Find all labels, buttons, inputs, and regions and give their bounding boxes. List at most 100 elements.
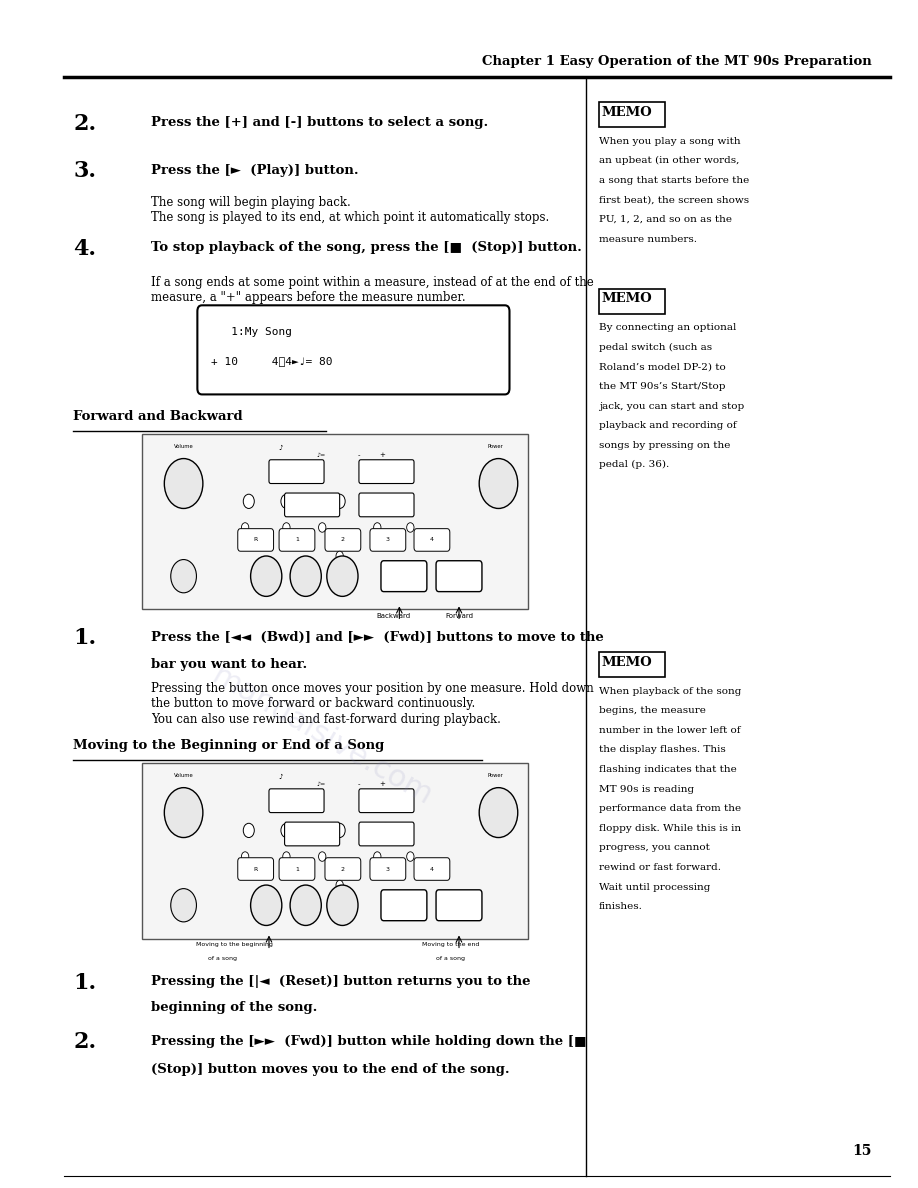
Text: Volume: Volume [174, 444, 194, 449]
Text: 3: 3 [386, 537, 390, 543]
FancyBboxPatch shape [414, 529, 450, 551]
Circle shape [251, 885, 282, 925]
Text: Volume: Volume [174, 773, 194, 778]
Text: By connecting an optional: By connecting an optional [599, 323, 736, 333]
Circle shape [290, 885, 321, 925]
Circle shape [319, 523, 326, 532]
FancyBboxPatch shape [599, 289, 665, 314]
Circle shape [243, 823, 254, 838]
Text: When playback of the song: When playback of the song [599, 687, 741, 696]
Circle shape [407, 852, 414, 861]
FancyBboxPatch shape [285, 493, 340, 517]
Text: 3.: 3. [73, 160, 96, 183]
Circle shape [374, 523, 381, 532]
Text: 1:My Song: 1:My Song [211, 327, 292, 336]
FancyBboxPatch shape [370, 529, 406, 551]
Text: +: + [379, 453, 385, 459]
Text: floppy disk. While this is in: floppy disk. While this is in [599, 824, 741, 833]
Text: Forward: Forward [445, 613, 474, 619]
Circle shape [171, 889, 196, 922]
Circle shape [336, 551, 343, 561]
Text: When you play a song with: When you play a song with [599, 137, 740, 146]
Circle shape [407, 523, 414, 532]
Text: pedal (p. 36).: pedal (p. 36). [599, 460, 669, 469]
FancyBboxPatch shape [142, 434, 528, 609]
Text: Roland’s model DP-2) to: Roland’s model DP-2) to [599, 362, 725, 372]
FancyBboxPatch shape [285, 822, 340, 846]
Text: Pressing the [|◄  (Reset)] button returns you to the: Pressing the [|◄ (Reset)] button returns… [151, 975, 531, 988]
Circle shape [241, 852, 249, 861]
Text: MEMO: MEMO [601, 292, 652, 305]
Text: of a song: of a song [436, 956, 465, 961]
Text: Moving to the Beginning or End of a Song: Moving to the Beginning or End of a Song [73, 739, 385, 752]
Text: the button to move forward or backward continuously.: the button to move forward or backward c… [151, 697, 476, 710]
Text: ♪=: ♪= [317, 454, 326, 459]
FancyBboxPatch shape [359, 789, 414, 813]
Text: 1.: 1. [73, 627, 96, 650]
Text: Pressing the button once moves your position by one measure. Hold down: Pressing the button once moves your posi… [151, 682, 594, 695]
Text: 1: 1 [295, 866, 299, 872]
Circle shape [281, 494, 292, 508]
Circle shape [241, 523, 249, 532]
Circle shape [243, 494, 254, 508]
Text: songs by pressing on the: songs by pressing on the [599, 441, 730, 450]
FancyBboxPatch shape [325, 858, 361, 880]
Circle shape [171, 560, 196, 593]
Text: measure, a "+" appears before the measure number.: measure, a "+" appears before the measur… [151, 291, 466, 304]
Circle shape [327, 885, 358, 925]
FancyBboxPatch shape [599, 102, 665, 127]
Text: first beat), the screen shows: first beat), the screen shows [599, 195, 749, 204]
Text: finishes.: finishes. [599, 903, 643, 911]
Text: 1.: 1. [73, 972, 96, 994]
Text: Press the [◄◄  (Bwd)] and [►►  (Fwd)] buttons to move to the: Press the [◄◄ (Bwd)] and [►► (Fwd)] butt… [151, 631, 604, 644]
Circle shape [479, 459, 518, 508]
Text: MEMO: MEMO [601, 656, 652, 669]
Circle shape [283, 523, 290, 532]
Text: begins, the measure: begins, the measure [599, 706, 705, 715]
Text: Pressing the [►►  (Fwd)] button while holding down the [■: Pressing the [►► (Fwd)] button while hol… [151, 1035, 587, 1048]
Text: 4.: 4. [73, 238, 96, 260]
Circle shape [281, 823, 292, 838]
FancyBboxPatch shape [238, 858, 274, 880]
Text: If a song ends at some point within a measure, instead of at the end of the: If a song ends at some point within a me… [151, 276, 594, 289]
Text: Chapter 1 Easy Operation of the MT 90s Preparation: Chapter 1 Easy Operation of the MT 90s P… [482, 56, 872, 68]
Text: +: + [379, 782, 385, 788]
Text: MT 90s is reading: MT 90s is reading [599, 785, 694, 794]
FancyBboxPatch shape [359, 460, 414, 484]
Text: Moving to the end: Moving to the end [422, 942, 479, 947]
FancyBboxPatch shape [359, 822, 414, 846]
Text: rewind or fast forward.: rewind or fast forward. [599, 864, 721, 872]
Text: of a song: of a song [208, 956, 238, 961]
Circle shape [380, 494, 391, 508]
Text: The song is played to its end, at which point it automatically stops.: The song is played to its end, at which … [151, 211, 550, 225]
FancyBboxPatch shape [436, 890, 482, 921]
Circle shape [327, 556, 358, 596]
FancyBboxPatch shape [436, 561, 482, 592]
Circle shape [290, 556, 321, 596]
Circle shape [251, 556, 282, 596]
Circle shape [283, 852, 290, 861]
Text: Backward: Backward [376, 613, 410, 619]
Text: 2: 2 [341, 866, 345, 872]
Text: PU, 1, 2, and so on as the: PU, 1, 2, and so on as the [599, 215, 732, 225]
FancyBboxPatch shape [370, 858, 406, 880]
Text: pedal switch (such as: pedal switch (such as [599, 342, 711, 352]
Text: 3: 3 [386, 866, 390, 872]
Circle shape [334, 494, 345, 508]
Text: 2.: 2. [73, 1031, 96, 1054]
Text: 2.: 2. [73, 113, 96, 135]
Text: bar you want to hear.: bar you want to hear. [151, 658, 308, 671]
Text: manualsive.com: manualsive.com [206, 662, 437, 811]
Text: Forward and Backward: Forward and Backward [73, 410, 243, 423]
Text: the MT 90s’s Start/Stop: the MT 90s’s Start/Stop [599, 383, 725, 391]
Text: ♪=: ♪= [317, 783, 326, 788]
FancyBboxPatch shape [197, 305, 509, 394]
Text: measure numbers.: measure numbers. [599, 235, 697, 244]
Circle shape [164, 788, 203, 838]
Text: ♪: ♪ [278, 775, 283, 781]
FancyBboxPatch shape [269, 460, 324, 484]
Text: 15: 15 [853, 1144, 872, 1158]
Text: -: - [358, 453, 361, 459]
Text: a song that starts before the: a song that starts before the [599, 176, 749, 185]
FancyBboxPatch shape [414, 858, 450, 880]
